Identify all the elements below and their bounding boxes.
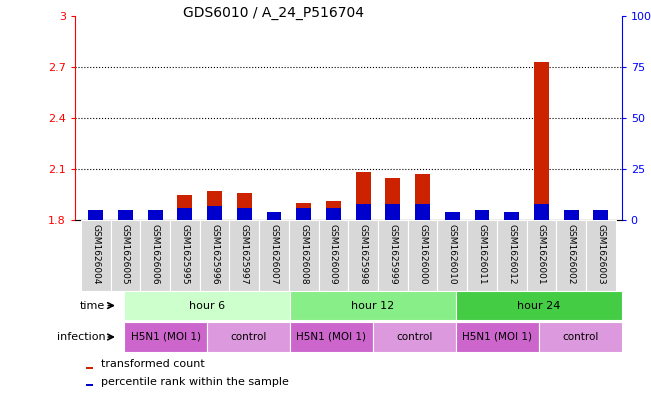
Bar (200, 220, 229, 291)
Bar (355, 204, 370, 220)
Bar (118, 211, 133, 220)
Bar (289, 220, 318, 291)
Bar (564, 211, 579, 220)
Bar (534, 204, 549, 220)
Text: GSM1625995: GSM1625995 (180, 224, 189, 285)
Text: H5N1 (MOI 1): H5N1 (MOI 1) (462, 332, 533, 342)
Text: hour 6: hour 6 (189, 301, 225, 310)
Bar (475, 210, 490, 220)
Bar (505, 217, 519, 220)
Text: GSM1626000: GSM1626000 (418, 224, 427, 285)
Bar (296, 203, 311, 220)
Text: GSM1626009: GSM1626009 (329, 224, 338, 285)
Text: control: control (230, 332, 267, 342)
Text: GSM1626007: GSM1626007 (270, 224, 279, 285)
Bar (207, 322, 290, 352)
Bar (456, 291, 622, 320)
Bar (86, 367, 93, 369)
Bar (378, 220, 408, 291)
Bar (111, 220, 140, 291)
Bar (467, 220, 497, 291)
Text: GSM1626001: GSM1626001 (537, 224, 546, 285)
Bar (505, 212, 519, 220)
Bar (118, 210, 133, 220)
Text: GDS6010 / A_24_P516704: GDS6010 / A_24_P516704 (183, 6, 364, 20)
Bar (586, 220, 616, 291)
Bar (81, 220, 111, 291)
Bar (594, 210, 608, 220)
Text: GSM1626008: GSM1626008 (299, 224, 308, 285)
Text: GSM1626012: GSM1626012 (507, 224, 516, 284)
Text: control: control (562, 332, 598, 342)
Text: GSM1626010: GSM1626010 (448, 224, 457, 285)
Bar (290, 291, 456, 320)
Bar (89, 211, 103, 220)
Bar (408, 220, 437, 291)
Bar (207, 191, 222, 220)
Bar (86, 384, 93, 386)
Bar (148, 210, 163, 220)
Bar (348, 220, 378, 291)
Bar (564, 210, 579, 220)
Bar (148, 211, 163, 220)
Bar (89, 210, 103, 220)
Text: hour 24: hour 24 (517, 301, 561, 310)
Bar (355, 173, 370, 220)
Bar (318, 220, 348, 291)
Bar (326, 201, 341, 220)
Text: GSM1625999: GSM1625999 (389, 224, 397, 285)
Text: GSM1625996: GSM1625996 (210, 224, 219, 285)
Bar (266, 213, 281, 220)
Bar (266, 212, 281, 220)
Bar (445, 213, 460, 220)
Bar (415, 204, 430, 220)
Text: H5N1 (MOI 1): H5N1 (MOI 1) (131, 332, 201, 342)
Text: GSM1625998: GSM1625998 (359, 224, 368, 285)
Bar (527, 220, 557, 291)
Bar (237, 193, 252, 220)
Bar (456, 322, 539, 352)
Text: transformed count: transformed count (102, 359, 205, 369)
Text: infection: infection (57, 332, 105, 342)
Bar (497, 220, 527, 291)
Bar (207, 206, 222, 220)
Bar (124, 322, 207, 352)
Text: time: time (80, 301, 105, 310)
Text: GSM1626003: GSM1626003 (596, 224, 605, 285)
Bar (177, 208, 192, 220)
Bar (296, 208, 311, 220)
Bar (290, 322, 373, 352)
Bar (475, 211, 490, 220)
Bar (385, 178, 400, 220)
Bar (140, 220, 170, 291)
Bar (415, 174, 430, 220)
Bar (445, 212, 460, 220)
Bar (229, 220, 259, 291)
Bar (326, 208, 341, 220)
Text: control: control (396, 332, 432, 342)
Bar (124, 291, 290, 320)
Text: percentile rank within the sample: percentile rank within the sample (102, 377, 289, 387)
Text: hour 12: hour 12 (352, 301, 395, 310)
Bar (557, 220, 586, 291)
Text: GSM1626002: GSM1626002 (566, 224, 575, 284)
Text: GSM1626005: GSM1626005 (121, 224, 130, 285)
Bar (534, 62, 549, 220)
Bar (373, 322, 456, 352)
Text: H5N1 (MOI 1): H5N1 (MOI 1) (296, 332, 367, 342)
Text: GSM1626004: GSM1626004 (91, 224, 100, 284)
Bar (259, 220, 289, 291)
Bar (170, 220, 200, 291)
Bar (237, 208, 252, 220)
Bar (437, 220, 467, 291)
Text: GSM1626006: GSM1626006 (150, 224, 159, 285)
Text: GSM1625997: GSM1625997 (240, 224, 249, 285)
Text: GSM1626011: GSM1626011 (478, 224, 486, 285)
Bar (594, 210, 608, 220)
Bar (385, 204, 400, 220)
Bar (539, 322, 622, 352)
Bar (177, 195, 192, 220)
